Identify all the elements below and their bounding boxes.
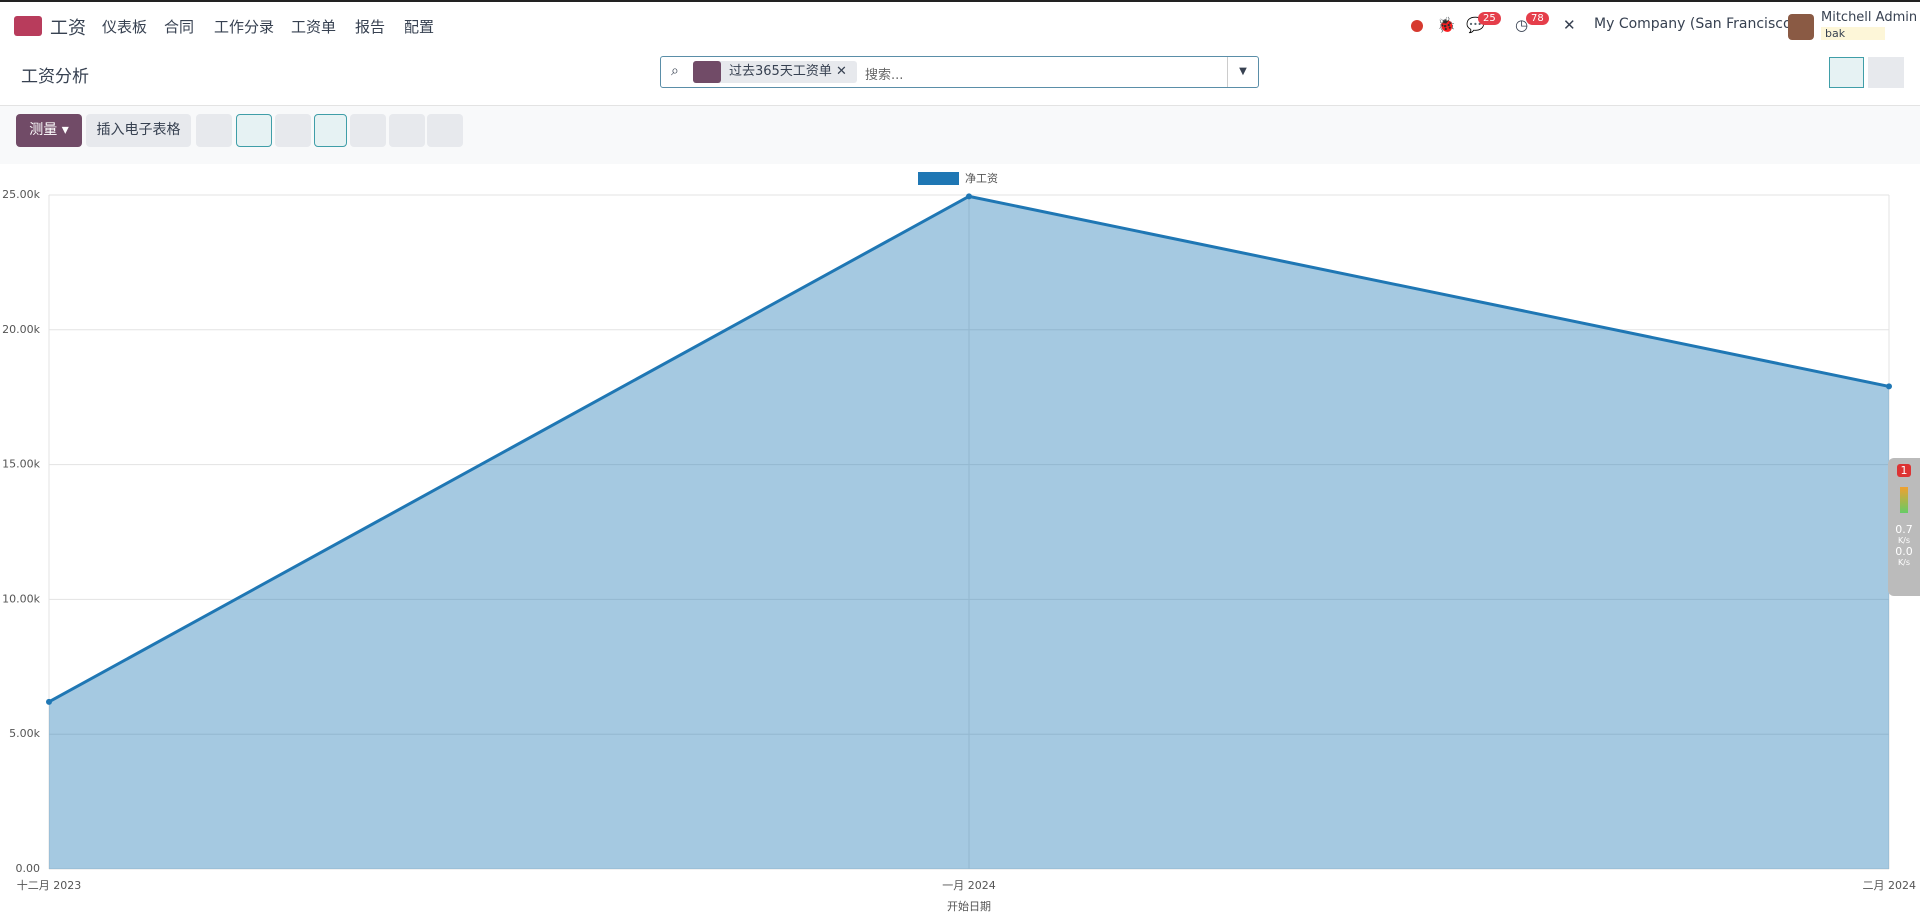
legend-swatch <box>918 172 959 185</box>
point <box>966 193 972 200</box>
messages-badge: 25 <box>1478 12 1501 25</box>
y-tick-label: 20.00k <box>2 323 40 336</box>
bar-chart-button[interactable] <box>196 114 232 147</box>
point <box>46 698 52 705</box>
rate-unit: K/s <box>1897 536 1911 545</box>
graph-view-button[interactable] <box>1829 57 1864 88</box>
spreadsheet-button[interactable]: 插入电子表格 <box>86 114 191 147</box>
tools-icon[interactable]: ✕ <box>1563 16 1576 34</box>
app-icon[interactable] <box>14 16 42 36</box>
menu-item[interactable]: 报告 <box>355 18 386 36</box>
y-tick-label: 10.00k <box>2 592 40 605</box>
clock-icon[interactable]: ◷ <box>1515 16 1529 34</box>
x-tick-label: 二月 2024 <box>1863 879 1917 892</box>
chart: 0.00 5.00k 10.00k 15.00k 20.00k 25.00k 十二月 202… <box>2 171 1917 913</box>
search-box[interactable]: ⌕ 过去365天工资单 ✕ 搜索... ▼ <box>660 56 1259 88</box>
rate-value: 0.7 <box>1895 523 1913 536</box>
perf-widget: 1 0.7 K/s 0.0 K/s <box>1888 458 1920 596</box>
menu-item[interactable]: 仪表板 <box>102 18 148 36</box>
pivot-view-button[interactable] <box>1868 57 1904 88</box>
measure-label: 测量 <box>29 122 58 138</box>
sort-desc-button[interactable] <box>389 114 425 147</box>
avatar[interactable] <box>1788 14 1814 40</box>
status-dot[interactable] <box>1411 20 1423 32</box>
x-axis-title: 开始日期 <box>947 899 991 913</box>
line-chart-button[interactable] <box>236 114 272 147</box>
database: bak <box>1821 27 1886 40</box>
company[interactable]: My Company (San Francisco) <box>1594 16 1797 32</box>
y-tick-label: 25.00k <box>2 188 40 201</box>
x-tick-label: 一月 2024 <box>942 879 996 892</box>
menu-item[interactable]: 合同 <box>164 18 195 36</box>
facet-label: 过去365天工资单 <box>729 64 832 79</box>
top-nav: 工资 仪表板 合同 工作分录 工资单 报告 配置 🐞 💬 25 ◷ 78 ✕ M… <box>0 0 1920 49</box>
widget-badge: 1 <box>1897 464 1911 477</box>
debug-icon[interactable]: 🐞 <box>1437 16 1456 34</box>
page-title: 工资分析 <box>21 67 89 87</box>
menu-item[interactable]: 工资单 <box>291 18 337 36</box>
menu-item[interactable]: 工作分录 <box>214 18 275 36</box>
y-tick-label: 5.00k <box>9 727 40 740</box>
y-tick-label: 15.00k <box>2 458 40 471</box>
pie-chart-button[interactable] <box>275 114 311 147</box>
search-placeholder[interactable]: 搜索... <box>865 68 904 83</box>
sort-asc-button[interactable] <box>427 114 463 147</box>
activities-badge: 78 <box>1526 12 1549 25</box>
x-tick-label: 十二月 2023 <box>17 878 82 892</box>
y-tick-label: 0.00 <box>16 862 41 875</box>
menu-item[interactable]: 配置 <box>404 18 435 36</box>
cumulative-button[interactable] <box>350 114 386 147</box>
rate-unit: K/s <box>1897 558 1911 567</box>
user-name[interactable]: Mitchell Admin <box>1821 10 1918 25</box>
area <box>49 196 1889 869</box>
measure-button[interactable]: 测量 ▾ <box>16 114 82 147</box>
legend-label: 净工资 <box>965 171 998 185</box>
point <box>1886 383 1892 390</box>
search-facet[interactable]: 过去365天工资单 ✕ <box>693 61 857 83</box>
app-name[interactable]: 工资 <box>50 18 86 39</box>
stacked-button[interactable] <box>314 114 347 147</box>
rate-value: 0.0 <box>1895 545 1913 558</box>
